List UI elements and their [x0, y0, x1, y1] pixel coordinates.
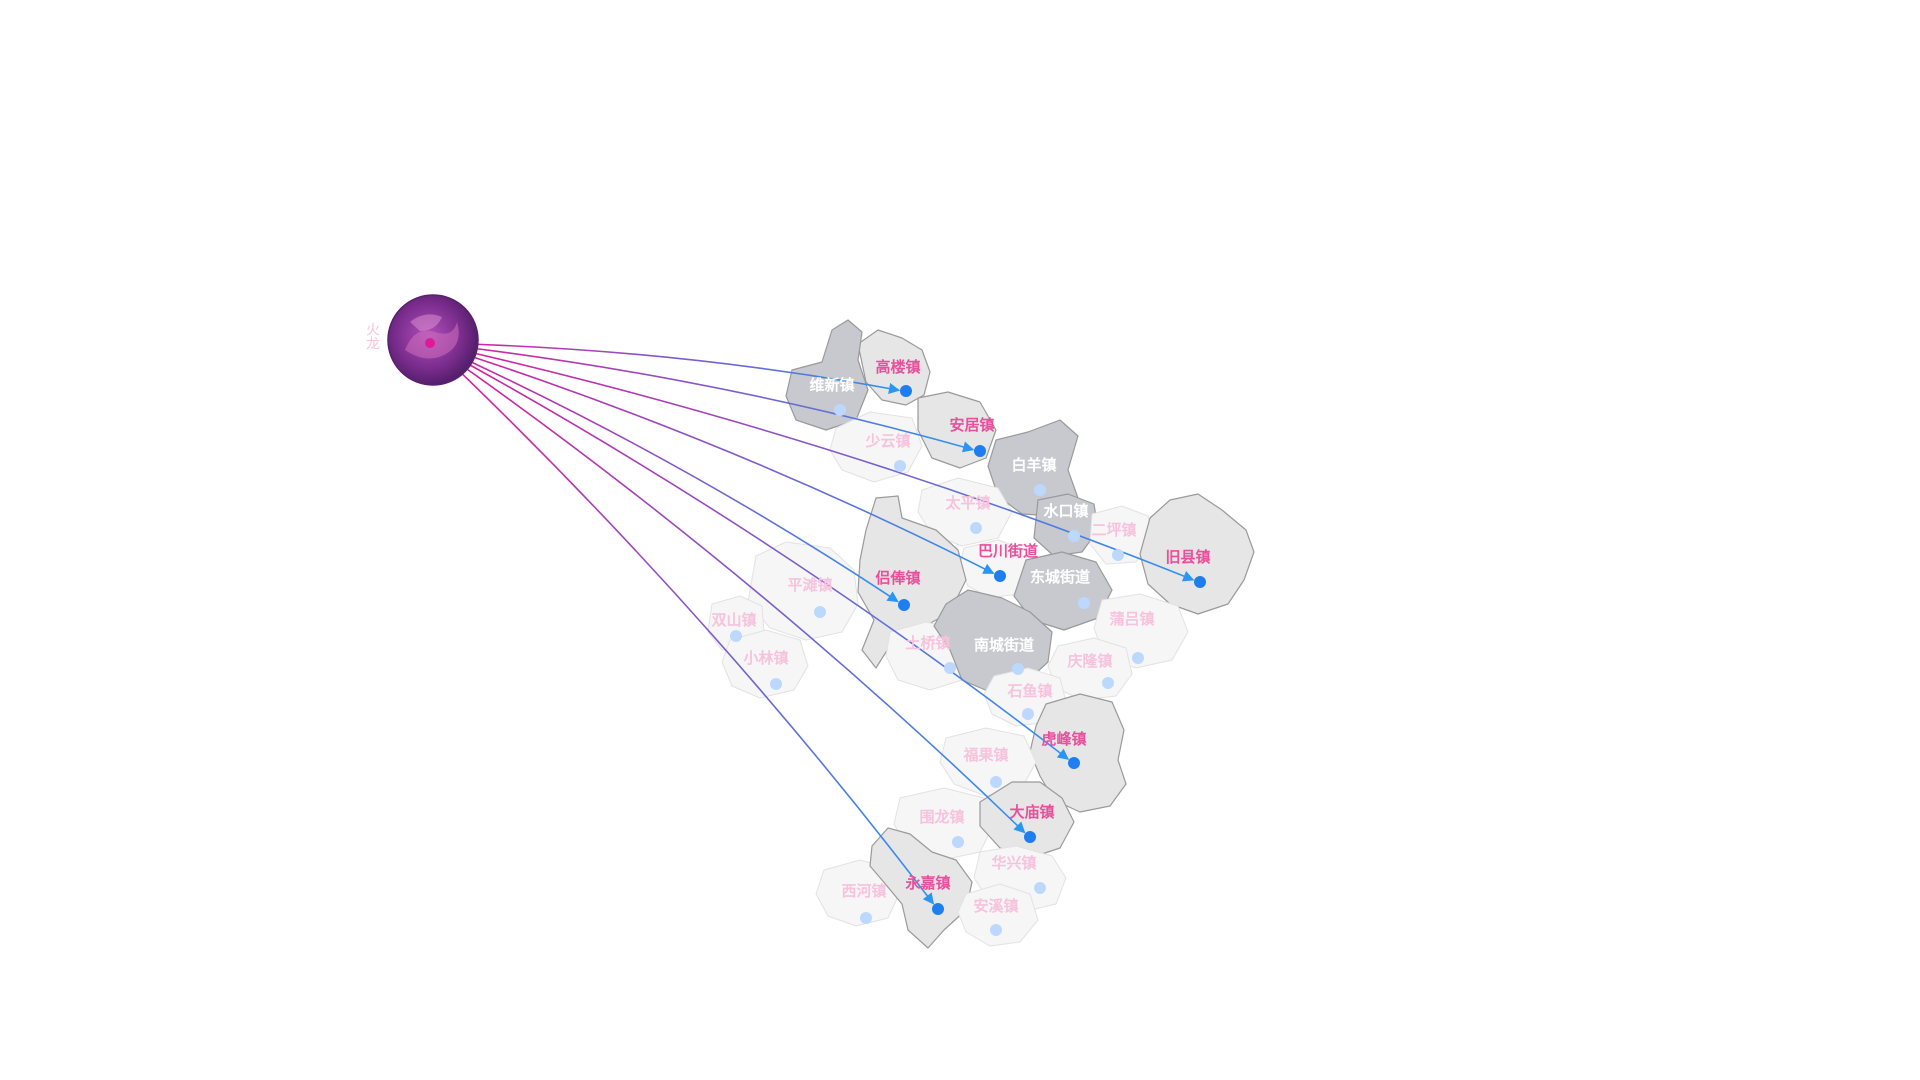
town-26-flow-line — [429, 342, 935, 905]
town-20-flow-line — [429, 342, 1070, 760]
town-1-dot[interactable] — [834, 404, 846, 416]
district-regions — [707, 319, 1255, 949]
town-5-dot[interactable] — [970, 522, 982, 534]
town-1-region[interactable] — [785, 319, 869, 431]
town-1-label: 维新镇 — [809, 376, 854, 394]
town-4-label: 白羊镇 — [1011, 456, 1056, 474]
origin-marker[interactable]: 火龙 — [364, 294, 479, 386]
town-2-flow-line — [429, 342, 975, 453]
town-8-region[interactable] — [1139, 493, 1255, 615]
town-24-dot[interactable] — [1034, 882, 1046, 894]
town-23-dot[interactable] — [1024, 831, 1036, 843]
town-5-label: 太平镇 — [945, 494, 990, 512]
town-9-dot[interactable] — [994, 570, 1006, 582]
town-23-flow-line — [429, 342, 1026, 834]
town-27-dot[interactable] — [990, 924, 1002, 936]
town-6-label: 水口镇 — [1043, 502, 1088, 520]
town-7-dot[interactable] — [1112, 549, 1124, 561]
town-10-label: 东城街道 — [1030, 568, 1090, 586]
town-21-dot[interactable] — [990, 776, 1002, 788]
town-24-label: 华兴镇 — [991, 854, 1036, 872]
town-14-dot[interactable] — [770, 678, 782, 690]
town-3-label: 少云镇 — [864, 432, 910, 450]
town-11-label: 侣俸镇 — [875, 569, 920, 587]
town-8-flow-line — [429, 342, 1195, 582]
town-27-label: 安溪镇 — [973, 897, 1018, 915]
town-27-region[interactable] — [957, 883, 1039, 947]
town-11-dot[interactable] — [898, 599, 910, 611]
town-2-label: 安居镇 — [949, 416, 994, 434]
town-23-region[interactable] — [979, 781, 1075, 859]
town-16-dot[interactable] — [1012, 663, 1024, 675]
town-5-region[interactable] — [917, 477, 1013, 547]
town-9-flow-line — [429, 342, 995, 575]
town-17-label: 蒲吕镇 — [1109, 610, 1154, 628]
town-15-label: 土桥镇 — [905, 634, 950, 652]
town-19-dot[interactable] — [1022, 708, 1034, 720]
town-14-label: 小林镇 — [743, 649, 788, 667]
town-26-dot[interactable] — [932, 903, 944, 915]
town-8-label: 旧县镇 — [1165, 548, 1210, 566]
town-21-label: 福果镇 — [962, 746, 1008, 764]
town-22-dot[interactable] — [952, 836, 964, 848]
town-20-label: 虎峰镇 — [1041, 730, 1086, 748]
town-18-label: 庆隆镇 — [1067, 652, 1112, 670]
town-25-dot[interactable] — [860, 912, 872, 924]
town-26-label: 永嘉镇 — [904, 874, 950, 892]
town-0-flow-line — [429, 342, 901, 394]
town-3-dot[interactable] — [894, 460, 906, 472]
town-22-label: 围龙镇 — [919, 808, 964, 826]
town-7-label: 二坪镇 — [1091, 521, 1136, 539]
town-4-dot[interactable] — [1034, 484, 1046, 496]
town-18-dot[interactable] — [1102, 677, 1114, 689]
town-2-dot[interactable] — [974, 445, 986, 457]
town-19-label: 石鱼镇 — [1006, 682, 1052, 700]
town-15-dot[interactable] — [944, 662, 956, 674]
town-14-region[interactable] — [721, 629, 809, 699]
town-13-label: 双山镇 — [711, 611, 756, 629]
town-dots — [730, 385, 1206, 936]
town-0-label: 高楼镇 — [875, 358, 920, 376]
flow-lines — [429, 342, 1195, 905]
origin-label: 火龙 — [364, 322, 380, 350]
town-13-dot[interactable] — [730, 630, 742, 642]
town-25-label: 西河镇 — [841, 882, 886, 900]
town-6-dot[interactable] — [1068, 530, 1080, 542]
town-11-flow-line — [429, 342, 899, 603]
town-0-dot[interactable] — [900, 385, 912, 397]
town-17-dot[interactable] — [1132, 652, 1144, 664]
town-8-dot[interactable] — [1194, 576, 1206, 588]
town-12-dot[interactable] — [814, 606, 826, 618]
town-10-dot[interactable] — [1078, 597, 1090, 609]
town-23-label: 大庙镇 — [1009, 803, 1054, 821]
town-9-label: 巴川街道 — [978, 542, 1038, 560]
town-12-label: 平滩镇 — [787, 576, 832, 594]
town-20-dot[interactable] — [1068, 757, 1080, 769]
town-16-label: 南城街道 — [974, 636, 1034, 654]
